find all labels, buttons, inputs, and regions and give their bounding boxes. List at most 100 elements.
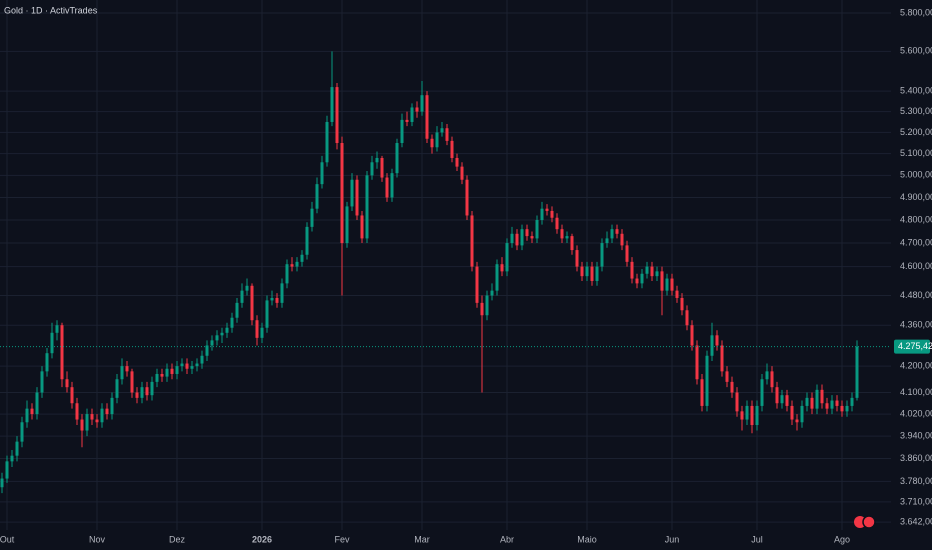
candle-body (210, 340, 214, 346)
candle-body (550, 210, 554, 218)
candle-body (455, 157, 459, 167)
chart-title: Gold · 1D · ActivTrades (4, 5, 98, 15)
candle-body (190, 366, 194, 369)
x-tick-label: Fev (334, 534, 350, 544)
candle-body (605, 238, 609, 244)
candle-body (675, 290, 679, 298)
candle-body (795, 419, 799, 423)
candle-body (415, 107, 419, 112)
candle-body (650, 266, 654, 277)
candle-body (60, 325, 64, 380)
candle-body (145, 387, 149, 396)
candle-body (520, 229, 524, 246)
candle-body (30, 408, 34, 415)
candle-body (790, 405, 794, 420)
candle-body (215, 335, 219, 341)
last-price-box (894, 339, 930, 354)
candle-body (45, 353, 49, 372)
y-tick-label: 3.780,00 (900, 476, 932, 486)
y-tick-label: 4.020,00 (900, 408, 932, 418)
candle-body (475, 266, 479, 303)
y-tick-label: 4.100,00 (900, 387, 932, 397)
candle-body (685, 310, 689, 326)
candle-body (485, 295, 489, 316)
candle-body (125, 366, 129, 372)
candle-body (505, 243, 509, 272)
candle-body (150, 381, 154, 396)
candle-body (5, 461, 9, 479)
y-tick-label: 3.642,00 (900, 517, 932, 527)
candle-body (330, 87, 334, 122)
y-tick-label: 5.600,00 (900, 46, 932, 56)
x-tick-label: Dez (169, 534, 186, 544)
candle-body (565, 236, 569, 239)
candle-body (680, 297, 684, 311)
candle-body (195, 363, 199, 367)
candle-body (10, 455, 14, 462)
candle-body (350, 179, 354, 207)
candle-body (100, 408, 104, 423)
candle-body (525, 229, 529, 237)
candle-body (690, 325, 694, 346)
candle-body (850, 397, 854, 406)
candle-body (540, 208, 544, 221)
candle-body (610, 229, 614, 239)
y-tick-label: 5.800,00 (900, 7, 932, 17)
candle-body (425, 95, 429, 139)
candle-body (360, 215, 364, 239)
axis-labels: 3.642,00 3.710,00 3.780,00 3.860,00 3.940,00… (0, 7, 932, 544)
candle-body (820, 389, 824, 404)
candle-body (720, 345, 724, 372)
candle-body (230, 317, 234, 328)
y-tick-label: 4.600,00 (900, 261, 932, 271)
candle-body (470, 215, 474, 267)
candle-body (755, 405, 759, 426)
y-tick-label: 4.700,00 (900, 237, 932, 247)
candle-body (310, 208, 314, 227)
candle-body (465, 179, 469, 216)
candles (0, 51, 891, 494)
x-tick-label: 2026 (252, 534, 272, 544)
candle-body (435, 132, 439, 148)
candle-body (510, 233, 514, 244)
candle-body (410, 107, 414, 122)
candle-body (445, 128, 449, 141)
y-tick-label: 5.100,00 (900, 148, 932, 158)
candle-body (265, 300, 269, 328)
candle-body (770, 371, 774, 388)
candle-body (480, 302, 484, 316)
candle-body (140, 387, 144, 398)
candle-body (250, 285, 254, 321)
candle-body (130, 371, 134, 393)
candle-body (165, 368, 169, 377)
y-tick-label: 3.940,00 (900, 430, 932, 440)
candle-body (660, 271, 664, 291)
candle-body (580, 266, 584, 277)
candle-body (640, 273, 644, 284)
candle-body (840, 405, 844, 412)
last-price-label: 4.275,42 (898, 341, 932, 351)
candle-body (695, 345, 699, 380)
grid (0, 0, 891, 530)
y-tick-label: 3.710,00 (900, 496, 932, 506)
candle-body (70, 387, 74, 404)
candle-body (420, 95, 424, 112)
candle-body (50, 332, 54, 354)
candle-body (205, 345, 209, 356)
candle-body (285, 264, 289, 284)
candle-body (560, 229, 564, 239)
candle-body (735, 392, 739, 412)
candle-body (65, 379, 69, 388)
candle-body (340, 143, 344, 244)
candle-body (80, 419, 84, 431)
candle-body (365, 175, 369, 239)
candle-body (760, 379, 764, 406)
candle-body (255, 320, 259, 338)
candle-body (115, 379, 119, 398)
candle-body (635, 278, 639, 284)
y-tick-label: 4.360,00 (900, 320, 932, 330)
candle-body (220, 332, 224, 336)
candle-body (490, 290, 494, 296)
candle-body (295, 261, 299, 267)
candle-body (620, 233, 624, 246)
